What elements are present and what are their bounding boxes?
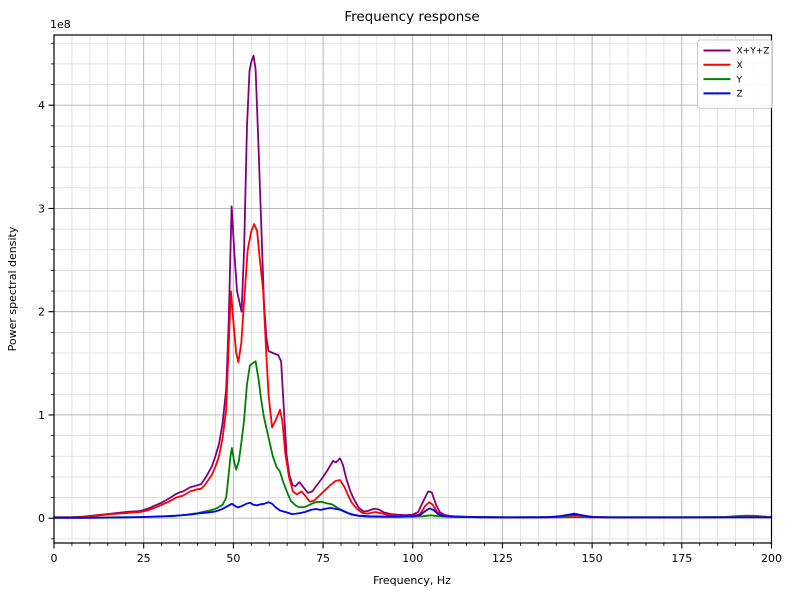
- x-tick-label: 200: [761, 552, 782, 565]
- legend: X+Y+Z XYZ: [697, 39, 773, 109]
- series-lines: [54, 54, 772, 519]
- x-tick-label: 0: [51, 552, 58, 565]
- x-tick-label: 50: [226, 552, 240, 565]
- legend-label: X: [737, 61, 743, 71]
- x-tick-label: 100: [402, 552, 423, 565]
- y-axis-offset-label: 1e8: [50, 18, 71, 31]
- legend-box: [697, 39, 773, 109]
- y-tick-label: 3: [38, 202, 45, 215]
- x-tick-label: 25: [137, 552, 151, 565]
- chart-title: Frequency response: [344, 9, 479, 25]
- x-tick-label: 125: [492, 552, 513, 565]
- legend-label: Z: [737, 90, 743, 100]
- series-line-Z: [54, 501, 772, 519]
- x-axis-label: Frequency, Hz: [373, 574, 451, 587]
- y-tick-label: 1: [38, 409, 45, 422]
- x-tick-label: 175: [671, 552, 692, 565]
- legend-label: Y: [736, 75, 743, 85]
- legend-label: X+Y+Z: [737, 47, 770, 57]
- y-tick-label: 4: [38, 99, 45, 112]
- axis-ticks: [48, 42, 773, 549]
- y-tick-label: 2: [38, 306, 45, 319]
- y-tick-label: 0: [38, 512, 45, 525]
- x-tick-label: 75: [316, 552, 330, 565]
- y-axis-label: Power spectral density: [6, 226, 19, 351]
- x-tick-label: 150: [582, 552, 603, 565]
- axis-tick-labels: 0 25 50 75 100 125 150 175 200 0 1 2 3 4: [38, 99, 782, 565]
